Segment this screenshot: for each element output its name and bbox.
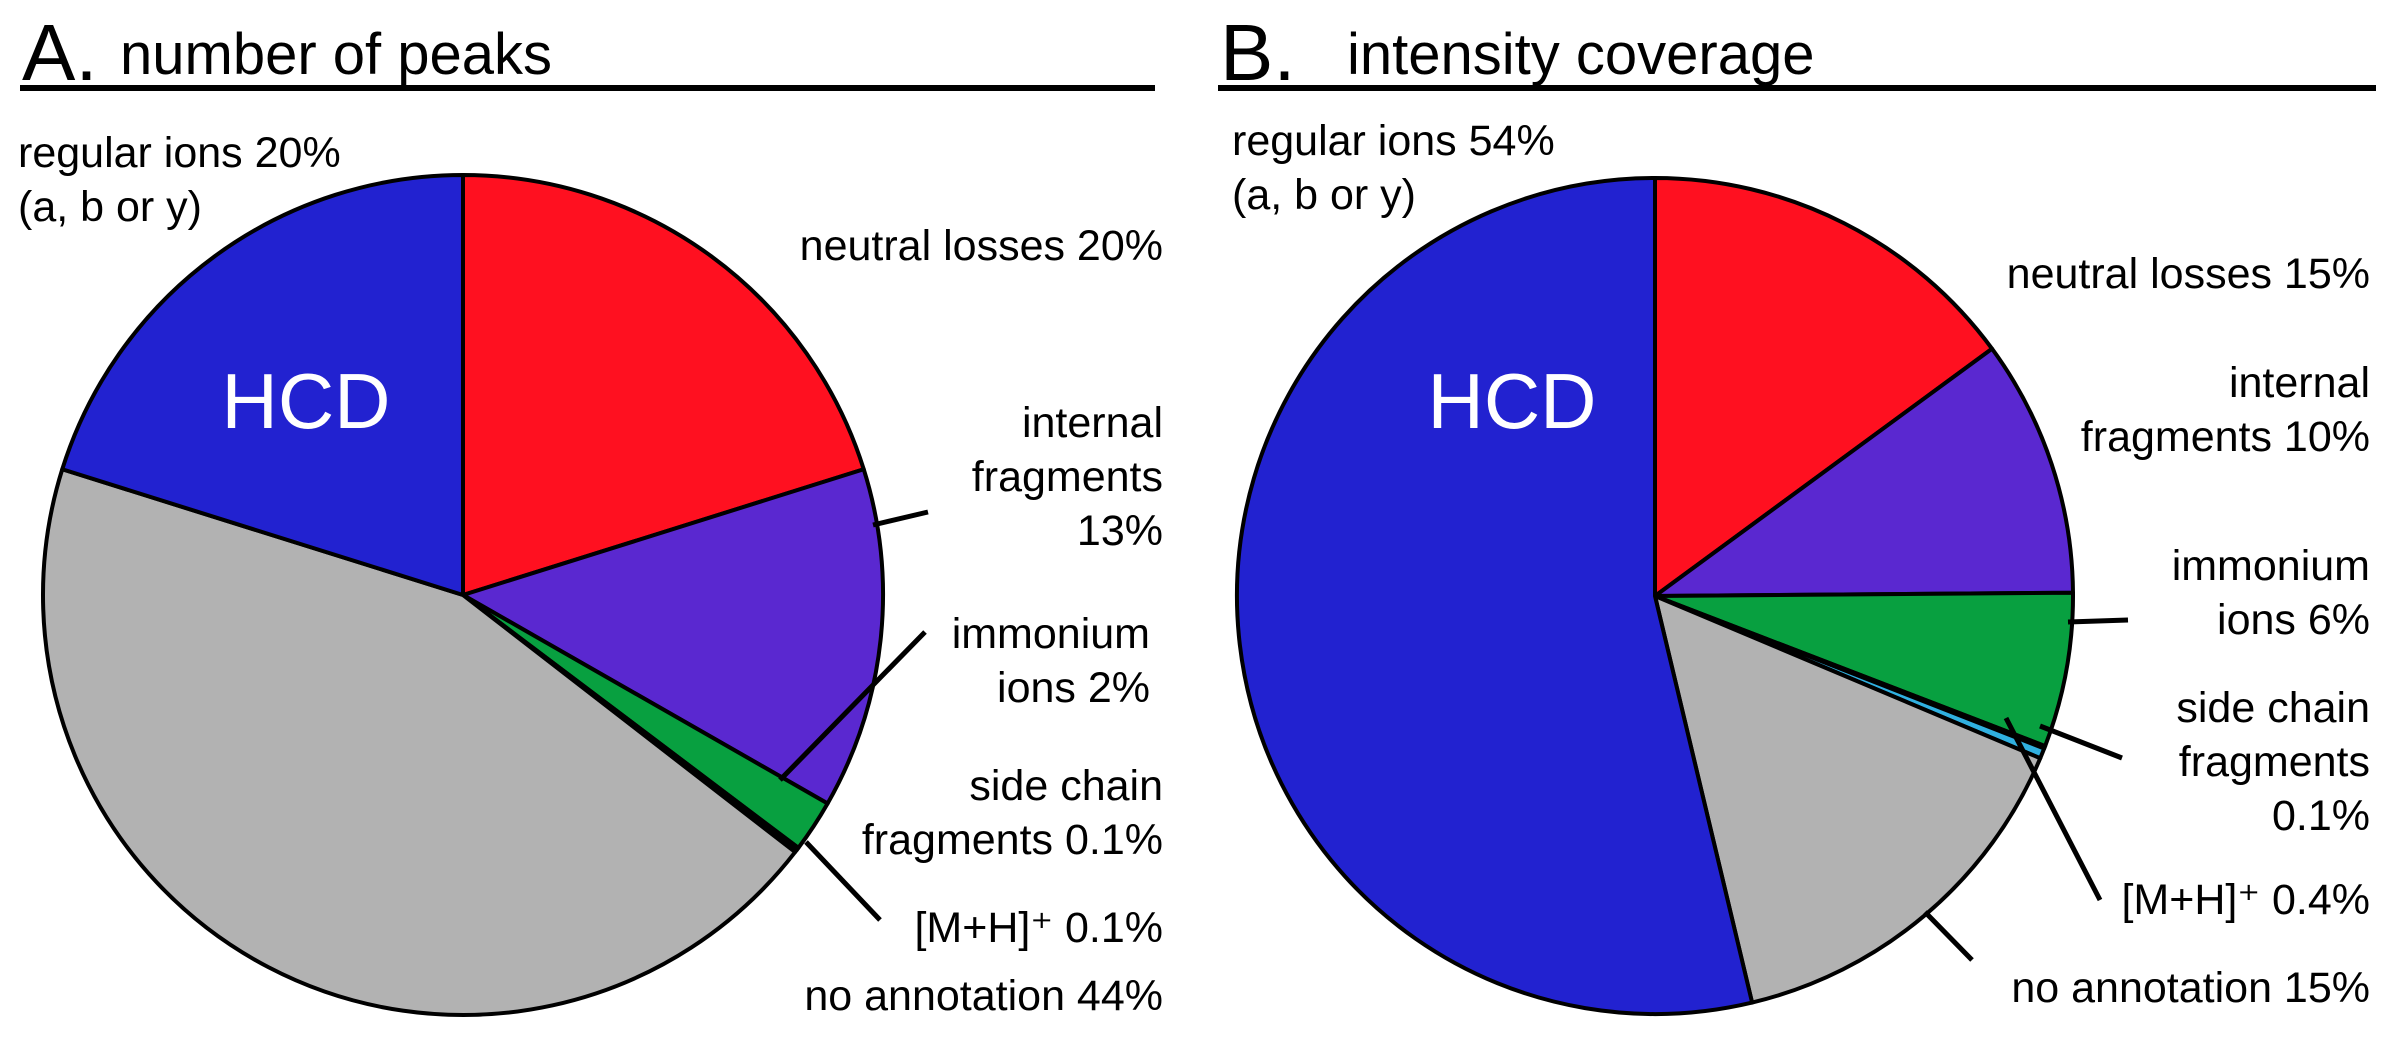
label-line: no annotation 15% — [2011, 964, 2370, 1012]
slice-regular-ions — [1235, 176, 1755, 1016]
slice-neutral-losses — [1653, 176, 1995, 598]
slice-immonium-ions — [1653, 590, 2075, 749]
panel-letter: B. — [1220, 8, 1296, 97]
label-neutral-losses: neutral losses 15% — [2007, 250, 2370, 298]
label-line: ions 2% — [997, 664, 1150, 712]
leader-line-m-h — [2003, 716, 2103, 902]
label-immonium-ions: immonium ions 2% — [952, 610, 1150, 712]
slice-internal-fragments — [1653, 346, 2075, 598]
pie-panel-intensity-coverage: neutral losses 15%internal fragments 10%i… — [1218, 8, 2376, 1016]
label-immonium-ions: immonium ions 6% — [2172, 542, 2370, 644]
leader-line-immonium-ions — [2067, 617, 2129, 625]
label-line: neutral losses 15% — [2007, 250, 2370, 298]
pie-panel-number-of-peaks: neutral losses 20% internal fragments 13% im… — [18, 8, 1163, 1020]
slice-neutral-losses — [461, 173, 866, 597]
center-label: HCD — [222, 357, 391, 445]
panel-letter: A. — [22, 8, 98, 97]
label-side-chain-fragments: side chain fragments 0.1% — [2176, 684, 2370, 840]
label-m-h: [M+H]⁺ 0.1% — [914, 904, 1163, 952]
label-line: immonium — [952, 610, 1150, 658]
panel-title: number of peaks — [120, 22, 552, 87]
slice-no-annotation — [41, 467, 798, 1017]
label-internal-fragments: internal fragments 10% — [2081, 359, 2370, 461]
label-neutral-losses: neutral losses 20% — [800, 222, 1163, 270]
label-no-annotation: no annotation 44% — [804, 972, 1163, 1020]
leader-line-internal-fragments — [872, 509, 929, 528]
label-line: fragments — [972, 453, 1163, 501]
label-line: regular ions 20% — [18, 129, 341, 177]
label-line: neutral losses 20% — [800, 222, 1163, 270]
label-line: fragments 10% — [2081, 413, 2370, 461]
label-regular-ions: regular ions 20% (a, b or y) — [18, 129, 341, 231]
label-line: (a, b or y) — [1232, 171, 1416, 219]
label-line: 0.1% — [2272, 792, 2370, 840]
label-line: regular ions 54% — [1232, 117, 1555, 165]
label-line: fragments — [2179, 738, 2370, 786]
leader-line-immonium-ions — [778, 630, 927, 782]
leader-line-m-h — [804, 840, 882, 922]
label-line: fragments 0.1% — [862, 816, 1163, 864]
label-no-annotation: no annotation 15% — [2011, 964, 2370, 1012]
label-line: ions 6% — [2217, 596, 2370, 644]
slice-internal-fragments — [461, 467, 885, 806]
label-line: internal — [1022, 399, 1163, 447]
label-line: [M+H]⁺ 0.4% — [2121, 876, 2370, 924]
panel-title: intensity coverage — [1347, 22, 1814, 87]
label-regular-ions: regular ions 54% (a, b or y) — [1232, 117, 1555, 219]
label-side-chain-fragments: side chain fragments 0.1% — [862, 762, 1163, 864]
label-line: (a, b or y) — [18, 183, 202, 231]
label-line: no annotation 44% — [804, 972, 1163, 1020]
label-line: internal — [2229, 359, 2370, 407]
label-internal-fragments: internal fragments 13% — [972, 399, 1163, 555]
label-line: immonium — [2172, 542, 2370, 590]
label-m-h: [M+H]⁺ 0.4% — [2121, 876, 2370, 924]
label-line: side chain — [969, 762, 1163, 810]
label-line: 13% — [1077, 507, 1163, 555]
slice-regular-ions — [60, 173, 465, 597]
label-line: [M+H]⁺ 0.1% — [914, 904, 1163, 952]
label-line: side chain — [2176, 684, 2370, 732]
leader-line-no-annotation — [1923, 910, 1974, 962]
leader-line-side-chain-fragments — [2039, 723, 2123, 761]
center-label: HCD — [1428, 357, 1597, 445]
